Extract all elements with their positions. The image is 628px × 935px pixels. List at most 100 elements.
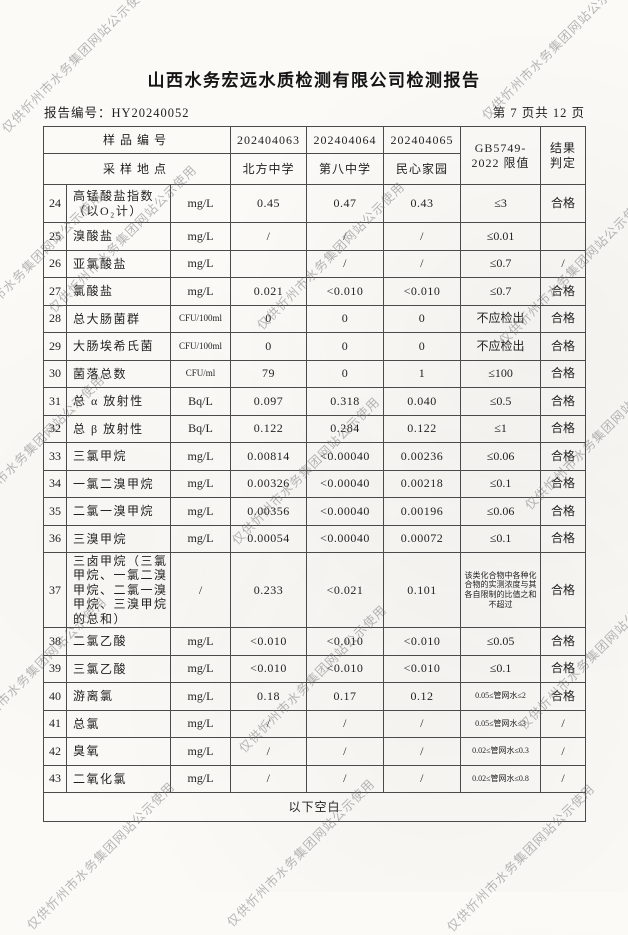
unit: CFU/100ml xyxy=(169,332,232,361)
table-row: 39 三氯乙酸 mg/L <0.010 <0.010 <0.010 ≤0.1 合格 xyxy=(43,654,587,683)
item-name: 总 β 放射性 xyxy=(66,414,171,443)
table-row: 40 游离氯 mg/L 0.18 0.17 0.12 0.05≤管网水≤2 合格 xyxy=(43,682,587,711)
row-number: 36 xyxy=(43,524,67,553)
result-judgement: / xyxy=(540,737,587,766)
row-number: 39 xyxy=(43,654,67,683)
value-sample-1 xyxy=(230,249,308,278)
value-sample-3: <0.010 xyxy=(383,654,462,683)
limit-value: ≤0.1 xyxy=(460,524,542,553)
sample-id-cell: 202404063 xyxy=(230,126,308,154)
value-sample-2: 0.17 xyxy=(306,682,385,711)
result-judgement: / xyxy=(540,764,587,793)
result-header-line2: 判定 xyxy=(550,155,577,170)
value-sample-1: 0 xyxy=(230,332,308,361)
item-name: 大肠埃希氏菌 xyxy=(66,332,171,361)
standard-limit-header: GB5749- 2022 限值 xyxy=(460,126,542,185)
value-sample-2: 0.318 xyxy=(306,387,385,416)
unit: mg/L xyxy=(169,709,232,738)
limit-value: ≤0.01 xyxy=(460,222,542,251)
limit-value: 不应检出 xyxy=(460,304,542,333)
limit-value: ≤0.7 xyxy=(460,249,542,278)
row-number: 37 xyxy=(43,552,67,628)
value-sample-3: 0.00218 xyxy=(383,469,462,498)
item-name: 氯酸盐 xyxy=(66,277,171,306)
report-meta-row: 报告编号：HY20240052 第 7 页共 12 页 xyxy=(44,102,585,121)
unit: Bq/L xyxy=(169,387,232,416)
result-judgement: 合格 xyxy=(540,497,587,526)
results-table-body: 24 高锰酸盐指数（以O₂计） mg/L 0.45 0.47 0.43 ≤3 合格 25 溴酸盐 m… xyxy=(43,184,587,793)
result-judgement: 合格 xyxy=(540,654,587,683)
limit-value: ≤0.1 xyxy=(460,654,542,683)
limit-value: ≤0.06 xyxy=(460,497,542,526)
limit-value: 0.05≤管网水≤2 xyxy=(460,682,542,711)
value-sample-2: 0 xyxy=(306,332,385,361)
row-number: 25 xyxy=(43,222,67,251)
value-sample-1: / xyxy=(230,764,308,793)
limit-value: 0.02≤管网水≤0.8 xyxy=(460,764,542,793)
value-sample-1: 0.021 xyxy=(230,277,308,306)
limit-value: 该类化合物中各种化合物的实测浓度与其各自限制的比值之和不超过 xyxy=(460,552,542,628)
limit-value: 不应检出 xyxy=(460,332,542,361)
blank-below-note: 以下空白 xyxy=(42,792,587,822)
sample-id-cell: 202404065 xyxy=(383,126,462,154)
row-number: 41 xyxy=(43,709,67,738)
standard-limit-line2: 2022 限值 xyxy=(471,155,530,170)
row-number: 24 xyxy=(43,184,67,223)
standard-limit-line1: GB5749- xyxy=(474,140,527,155)
unit: mg/L xyxy=(169,249,232,278)
table-row: 36 三溴甲烷 mg/L 0.00054 <0.00040 0.00072 ≤0.1 合格 xyxy=(43,524,587,553)
value-sample-2: <0.00040 xyxy=(306,497,385,526)
limit-value: ≤3 xyxy=(460,184,542,223)
row-number: 42 xyxy=(43,737,67,766)
table-row: 41 总氯 mg/L / //0.05≤管网水≤3/ xyxy=(43,709,587,738)
value-sample-3: 0.12 xyxy=(383,682,462,711)
report-title: 山西水务宏远水质检测有限公司检测报告 xyxy=(147,71,481,90)
result-judgement: 合格 xyxy=(540,682,587,711)
table-row: 43 二氧化氯 mg/L / //0.02≤管网水≤0.8/ xyxy=(43,764,587,793)
value-sample-1: 0.122 xyxy=(230,414,308,443)
result-judgement xyxy=(540,222,587,251)
item-name: 一氯二溴甲烷 xyxy=(66,469,171,498)
result-judgement: 合格 xyxy=(540,359,587,388)
scanned-report-page: 山西水务宏远水质检测有限公司检测报告 报告编号：HY20240052 第 7 页… xyxy=(42,71,587,822)
value-sample-2: <0.00040 xyxy=(306,469,385,498)
value-sample-3: / xyxy=(383,709,462,738)
row-number: 43 xyxy=(43,764,67,793)
value-sample-3: 0.00072 xyxy=(383,524,462,553)
row-number: 29 xyxy=(43,332,67,361)
table-row: 34 一氯二溴甲烷 mg/L 0.00326 <0.00040 0.00218 ≤0.1 合格 xyxy=(43,469,587,498)
value-sample-3: 0.43 xyxy=(383,184,462,223)
value-sample-3: 0.00236 xyxy=(383,442,462,471)
limit-value: ≤0.05 xyxy=(460,627,542,656)
table-row: 26 亚氯酸盐 mg/L / / ≤0.7/ xyxy=(43,249,587,278)
item-name: 三氯甲烷 xyxy=(66,442,171,471)
report-number: 报告编号：HY20240052 xyxy=(44,106,190,120)
result-judgement: 合格 xyxy=(540,387,587,416)
value-sample-2: / xyxy=(306,764,385,793)
value-sample-3: / xyxy=(383,222,462,251)
limit-value: ≤1 xyxy=(460,414,542,443)
value-sample-2: 0 xyxy=(306,359,385,388)
limit-value: ≤0.5 xyxy=(460,387,542,416)
value-sample-2: <0.010 xyxy=(306,654,385,683)
value-sample-2: <0.00040 xyxy=(306,524,385,553)
table-row: 33 三氯甲烷 mg/L 0.00814 <0.00040 0.00236 ≤0.06 合格 xyxy=(43,442,587,471)
item-name: 总 α 放射性 xyxy=(66,387,171,416)
table-row: 31 总 α 放射性 Bq/L 0.097 0.318 0.040 ≤0.5 合格 xyxy=(43,387,587,416)
value-sample-3: 0.00196 xyxy=(383,497,462,526)
item-name: 二氯乙酸 xyxy=(66,627,171,656)
value-sample-1: / xyxy=(230,737,308,766)
value-sample-3: <0.010 xyxy=(383,627,462,656)
value-sample-3: / xyxy=(383,249,462,278)
unit: CFU/100ml xyxy=(169,304,232,333)
unit: Bq/L xyxy=(169,414,232,443)
location-cell: 北方中学 xyxy=(230,153,308,185)
row-number: 34 xyxy=(43,469,67,498)
table-row: 35 二氯一溴甲烷 mg/L 0.00356 <0.00040 0.00196 ≤0.06 合… xyxy=(43,497,587,526)
page-indicator: 第 7 页共 12 页 xyxy=(492,106,585,120)
item-name: 游离氯 xyxy=(66,682,171,711)
item-name: 二氧化氯 xyxy=(66,764,171,793)
value-sample-2: <0.010 xyxy=(306,277,385,306)
value-sample-1: 79 xyxy=(230,359,308,388)
item-name: 臭氧 xyxy=(66,737,171,766)
